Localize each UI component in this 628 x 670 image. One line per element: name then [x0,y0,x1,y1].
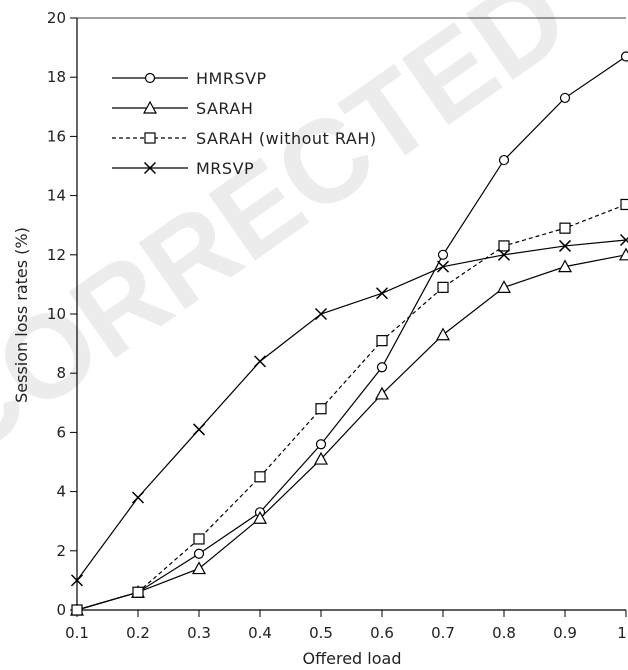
x-tick-label: 0.1 [65,624,89,642]
data-point [191,561,207,575]
x-tick-label: 0.4 [248,624,272,642]
data-point [559,92,571,104]
data-point [374,386,390,400]
data-point [253,355,267,368]
series-line [76,239,627,581]
legend-label: HMRSVP [196,69,267,88]
y-tick-label: 16 [47,127,66,145]
legend-marker [142,100,158,114]
y-axis-label: Session loss rates (%) [12,227,31,403]
data-point [314,307,328,321]
data-point [376,335,388,347]
legend-marker [144,72,156,84]
legend-label: SARAH (without RAH) [196,129,377,148]
data-point [252,510,268,524]
y-tick-label: 20 [47,9,66,27]
data-point [193,533,205,545]
data-point [436,260,450,273]
data-point [498,154,510,166]
series-line [76,55,627,611]
x-tick-label: 0.5 [309,624,333,642]
x-tick-label: 0.8 [492,624,516,642]
y-tick-label: 14 [47,187,66,205]
data-point [192,423,206,436]
data-point [620,51,628,62]
y-tick-label: 2 [56,542,66,560]
data-point [497,248,511,261]
data-point [313,451,329,465]
legend-item: MRSVP [112,159,254,178]
data-point [558,239,572,252]
data-point [376,362,388,373]
data-point [618,247,628,261]
x-tick-label: 0.7 [431,624,455,642]
series-layer [69,51,628,616]
data-point [131,491,145,504]
x-tick-label: 0.9 [553,624,577,642]
series-2 [71,198,628,616]
y-tick-label: 12 [47,246,66,264]
legend-item: SARAH [112,99,253,118]
y-tick-label: 4 [56,483,66,501]
series-line [76,254,627,611]
data-point [437,281,449,293]
data-point [254,471,266,483]
x-tick-label: 0.6 [370,624,394,642]
y-tick-label: 8 [56,364,66,382]
y-tick-label: 6 [56,423,66,441]
legend: HMRSVP SARAH SARAH (without RAH) MRSVP [112,69,377,178]
x-tick-label: 0.3 [187,624,211,642]
data-point [132,586,144,598]
data-point [315,439,327,450]
x-tick-label: 1 [617,624,627,642]
legend-item: HMRSVP [112,69,267,88]
legend-marker [144,132,156,144]
y-tick-label: 0 [56,601,66,619]
x-tick-label: 0.2 [126,624,150,642]
data-point [71,604,83,616]
data-point [435,327,451,341]
x-tick-labels: 0.1 0.2 0.3 0.4 0.5 0.6 0.7 0.8 0.9 1 [65,624,627,642]
data-point [437,249,449,260]
axes [70,17,627,617]
legend-label: SARAH [196,99,253,118]
data-point [70,574,84,587]
y-tick-labels: 0 2 4 6 8 10 12 14 16 18 20 [47,9,66,619]
data-point [315,403,327,415]
data-point [620,198,628,211]
y-tick-label: 10 [47,305,66,323]
y-tick-label: 18 [47,68,66,86]
data-point [375,287,389,300]
legend-marker [143,161,157,175]
legend-item: SARAH (without RAH) [112,129,377,148]
data-point [619,233,628,247]
x-axis-label: Offered load [303,649,402,668]
series-3 [70,233,628,587]
legend-label: MRSVP [196,159,254,178]
data-point [193,548,205,559]
data-point [557,259,573,273]
data-point [498,240,510,252]
data-point [496,280,512,293]
data-point [559,222,571,234]
